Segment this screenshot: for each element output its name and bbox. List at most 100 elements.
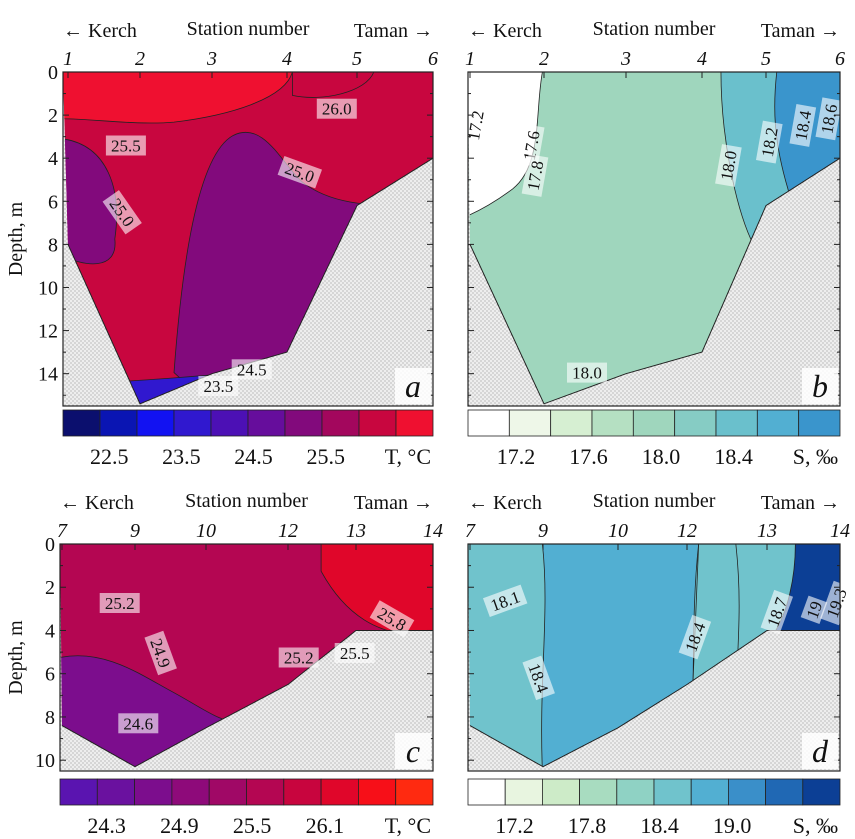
y-tick-label: 8 <box>48 234 58 256</box>
panel-letter-bg <box>395 368 431 404</box>
x-tick-label: 2 <box>539 48 549 70</box>
colorbar-swatch <box>591 409 634 437</box>
panel-letter-box: b <box>802 368 838 404</box>
colorbar-tick-label: 25.5 <box>233 813 272 838</box>
x-tick-label: 9 <box>538 520 548 542</box>
y-tick-label: 8 <box>45 707 55 729</box>
colorbar: 17.2 17.6 18.0 18.4 S, ‰ <box>467 409 841 469</box>
station-number-label: Station number <box>593 490 716 512</box>
contour-label-text: 17.2 <box>464 109 488 142</box>
x-tick-label: 7 <box>465 520 476 542</box>
contour-label-bg <box>105 135 146 156</box>
contour-label-bg <box>369 600 415 638</box>
colorbar-swatch <box>62 409 101 437</box>
y-tick-label: 2 <box>45 577 55 599</box>
colorbar-swatch <box>756 409 800 437</box>
contour-label-text: 25.5 <box>111 137 141 156</box>
colorbar-tick-label: 24.3 <box>87 813 126 838</box>
contour-label-bg <box>789 103 817 147</box>
x-tick-label: 10 <box>196 520 216 542</box>
contour-label-text: 18.6 <box>817 103 841 136</box>
contour-label-bg <box>198 376 239 396</box>
contour-label-text: 25.2 <box>284 649 314 668</box>
y-axis-label: Depth, m <box>5 201 27 276</box>
colorbar-swatch <box>320 778 359 806</box>
colorbar-swatch <box>504 778 543 806</box>
field-region-2 <box>63 72 293 124</box>
panel-a: 26.025.525.025.024.523.51 2 3 4 5 6← Kerch Sta… <box>5 18 438 469</box>
y-tick-label: 2 <box>48 105 58 127</box>
y-tick-label: 4 <box>48 148 58 170</box>
panel-letter-box: c <box>395 733 431 769</box>
colorbar-swatch <box>395 409 434 437</box>
colorbar-unit-label: T, °C <box>385 813 431 838</box>
colorbar-swatch <box>690 778 729 806</box>
colorbar-tick-label: 24.9 <box>160 813 199 838</box>
contour-label-bg <box>334 643 375 663</box>
contour-label-text: 17.8 <box>524 159 548 192</box>
panel-letter-bg <box>395 733 431 769</box>
contour-label: 24.6 <box>118 713 159 734</box>
contour-label: 18.4 <box>789 103 817 147</box>
x-tick-label: 7 <box>57 520 68 542</box>
plot-frame <box>59 543 434 772</box>
station-number-label: Station number <box>185 490 308 512</box>
direction-left-label: ← Kerch <box>468 20 542 42</box>
contour-label: 25.5 <box>334 643 375 663</box>
colorbar-swatch <box>59 778 98 806</box>
colorbar-tick-label: 24.5 <box>234 444 273 469</box>
colorbar-swatch <box>674 409 717 437</box>
x-tick-label: 10 <box>608 520 628 542</box>
colorbar-swatch <box>715 409 758 437</box>
colorbar: 17.2 17.8 18.4 19.0 S, ‰ <box>467 778 841 838</box>
contour-label: 17.8 <box>521 154 549 197</box>
colorbar-swatch <box>802 778 841 806</box>
x-tick-label: 1 <box>63 48 73 70</box>
plot-frame <box>62 71 434 407</box>
contour-label: 23.5 <box>198 376 239 396</box>
contour-label-bg <box>102 190 142 235</box>
x-tick-label: 3 <box>620 48 631 70</box>
x-tick-label: 4 <box>282 48 292 70</box>
contour-label: 24.5 <box>231 359 272 380</box>
x-tick-label: 14 <box>830 520 850 542</box>
panel-c: 25.225.2 25.525.824.924.67 9 10 12 13 14← Kerc… <box>5 490 443 838</box>
contour-label-bg <box>678 614 712 660</box>
colorbar-swatch <box>358 409 397 437</box>
colorbar-tick-label: 17.8 <box>568 813 607 838</box>
colorbar-tick-label: 22.5 <box>90 444 129 469</box>
panel-letter-box: d <box>802 733 838 769</box>
contour-label-bg <box>482 584 528 618</box>
y-tick-label: 10 <box>38 277 58 299</box>
x-tick-label: 12 <box>278 520 298 542</box>
direction-left-label: ← Kerch <box>63 20 137 42</box>
colorbar: 24.3 24.9 25.5 26.1 T, °C <box>59 778 434 838</box>
contour-label-text: 19 <box>803 599 827 621</box>
contour-label-bg <box>522 655 555 701</box>
y-tick-label: 14 <box>38 364 58 386</box>
panel-letter-bg <box>802 733 838 769</box>
y-tick-label: 0 <box>45 534 55 556</box>
contour-label-text: 18.2 <box>758 126 782 159</box>
plot-frame <box>467 543 841 772</box>
colorbar-swatch <box>579 778 618 806</box>
x-tick-label: 1 <box>465 48 475 70</box>
contour-label: 18.0 <box>715 144 742 187</box>
x-tick-label: 13 <box>757 520 777 542</box>
station-number-label: Station number <box>187 18 310 40</box>
contour-label-bg <box>521 154 549 197</box>
colorbar-swatch <box>246 778 285 806</box>
direction-left-label: ← Kerch <box>468 492 542 514</box>
contour-label-text: 24.6 <box>123 714 153 733</box>
colorbar-swatch <box>247 409 286 437</box>
colorbar-tick-label: 18.4 <box>640 813 679 838</box>
panel-letter: c <box>406 733 420 769</box>
x-tick-label: 5 <box>761 48 771 70</box>
direction-right-label: Taman → <box>761 492 840 514</box>
y-axis-label: Depth, m <box>5 620 27 695</box>
contour-label-bg <box>144 630 177 676</box>
contour-label-text: 18.0 <box>572 364 602 383</box>
